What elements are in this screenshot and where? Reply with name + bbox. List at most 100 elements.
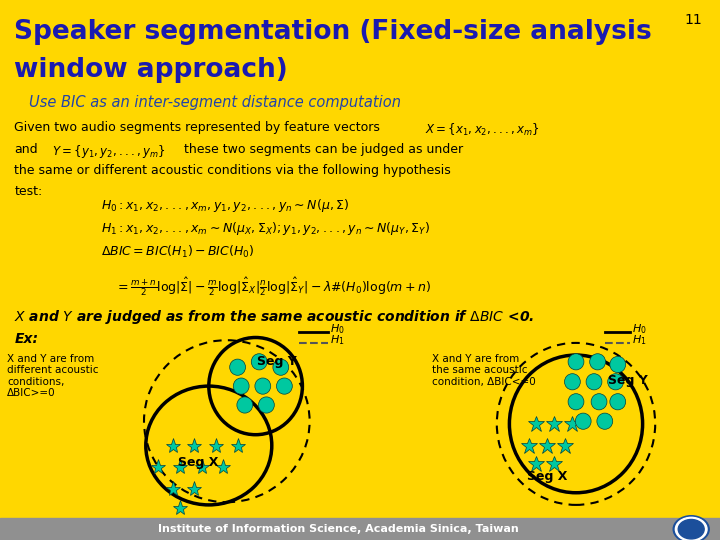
Ellipse shape: [230, 359, 246, 375]
Bar: [0, 530, 720, 536]
Bar: [0, 530, 720, 537]
Bar: [0, 529, 720, 535]
Ellipse shape: [610, 394, 626, 410]
Bar: [0, 529, 720, 535]
Bar: [0, 530, 720, 536]
Ellipse shape: [251, 354, 267, 370]
Ellipse shape: [568, 354, 584, 370]
Ellipse shape: [237, 397, 253, 413]
Bar: [0, 532, 720, 538]
Bar: [0, 534, 720, 540]
Bar: [0, 532, 720, 538]
Bar: [0, 529, 720, 535]
Bar: [0, 530, 720, 536]
Text: $X$ and $Y$ are judged as from the same acoustic condition if $\Delta BIC$ <0.: $X$ and $Y$ are judged as from the same …: [14, 308, 535, 326]
Bar: [0, 532, 720, 538]
Bar: [0, 518, 720, 540]
Text: $H_0$: $H_0$: [632, 322, 647, 336]
Text: Seg X: Seg X: [178, 456, 218, 469]
Text: window approach): window approach): [14, 57, 288, 83]
Bar: [0, 532, 720, 538]
Bar: [0, 531, 720, 537]
Bar: [0, 534, 720, 540]
Text: Seg X: Seg X: [527, 470, 567, 483]
Ellipse shape: [608, 374, 624, 390]
Bar: [0, 534, 720, 540]
Bar: [0, 530, 720, 536]
Bar: [0, 531, 720, 537]
Bar: [0, 532, 720, 539]
Ellipse shape: [591, 394, 607, 410]
Bar: [0, 530, 720, 536]
Bar: [0, 534, 720, 539]
Bar: [0, 530, 720, 536]
Bar: [0, 532, 720, 538]
Bar: [0, 532, 720, 538]
Text: $\Delta BIC = BIC(H_1) - BIC(H_0)$: $\Delta BIC = BIC(H_1) - BIC(H_0)$: [101, 244, 254, 260]
Bar: [0, 529, 720, 535]
Text: Seg Y: Seg Y: [257, 355, 297, 368]
Bar: [0, 534, 720, 539]
Bar: [0, 529, 720, 535]
Circle shape: [673, 516, 709, 540]
Bar: [0, 530, 720, 536]
Bar: [0, 530, 720, 536]
Bar: [0, 534, 720, 539]
Text: the same or different acoustic conditions via the following hypothesis: the same or different acoustic condition…: [14, 164, 451, 177]
Bar: [0, 530, 720, 536]
Bar: [0, 533, 720, 539]
Bar: [0, 531, 720, 537]
Ellipse shape: [610, 356, 626, 373]
Ellipse shape: [590, 354, 606, 370]
Bar: [0, 534, 720, 540]
Text: $Y = \{y_1, y_2,..., y_m\}$: $Y = \{y_1, y_2,..., y_m\}$: [52, 143, 166, 159]
Ellipse shape: [597, 413, 613, 429]
Bar: [0, 531, 720, 537]
Bar: [0, 530, 720, 536]
Bar: [0, 531, 720, 537]
Bar: [0, 529, 720, 536]
Bar: [0, 532, 720, 538]
Ellipse shape: [586, 374, 602, 390]
Bar: [0, 532, 720, 538]
Bar: [0, 531, 720, 537]
Bar: [0, 531, 720, 537]
Text: Ex:: Ex:: [14, 332, 38, 346]
Text: $H_0$: $H_0$: [330, 322, 344, 336]
Bar: [0, 533, 720, 539]
Text: $H_0 : x_1, x_2,...,x_m, y_1, y_2,..., y_n \sim N(\mu, \Sigma)$: $H_0 : x_1, x_2,...,x_m, y_1, y_2,..., y…: [101, 197, 349, 214]
Bar: [0, 531, 720, 537]
Text: $H_1$: $H_1$: [632, 333, 647, 347]
Bar: [0, 533, 720, 539]
Bar: [0, 533, 720, 539]
Text: these two segments can be judged as under: these two segments can be judged as unde…: [184, 143, 463, 156]
Bar: [0, 531, 720, 537]
Text: Speaker segmentation (Fixed-size analysis: Speaker segmentation (Fixed-size analysi…: [14, 19, 652, 45]
Bar: [0, 533, 720, 539]
Bar: [0, 529, 720, 535]
Bar: [0, 533, 720, 539]
Bar: [0, 531, 720, 537]
Text: $= \frac{m+n}{2} \log|\hat{\Sigma}| - \frac{m}{2} \log|\hat{\Sigma}_X| \frac{n}{: $= \frac{m+n}{2} \log|\hat{\Sigma}| - \f…: [115, 275, 431, 298]
Bar: [0, 531, 720, 537]
Bar: [0, 529, 720, 535]
Bar: [0, 530, 720, 536]
Circle shape: [678, 519, 704, 539]
Bar: [0, 531, 720, 537]
Bar: [0, 532, 720, 538]
Bar: [0, 531, 720, 537]
Ellipse shape: [276, 378, 292, 394]
Bar: [0, 534, 720, 539]
Bar: [0, 529, 720, 535]
Bar: [0, 534, 720, 539]
Text: Institute of Information Science, Academia Sinica, Taiwan: Institute of Information Science, Academ…: [158, 524, 519, 534]
Text: and: and: [14, 143, 38, 156]
Ellipse shape: [273, 359, 289, 375]
Text: 11: 11: [684, 14, 702, 28]
Bar: [0, 530, 720, 536]
Bar: [0, 531, 720, 537]
Text: X and Y are from
the same acoustic
condition, ΔBIC<=0: X and Y are from the same acoustic condi…: [432, 354, 536, 387]
Bar: [0, 534, 720, 540]
Bar: [0, 529, 720, 535]
Bar: [0, 532, 720, 538]
